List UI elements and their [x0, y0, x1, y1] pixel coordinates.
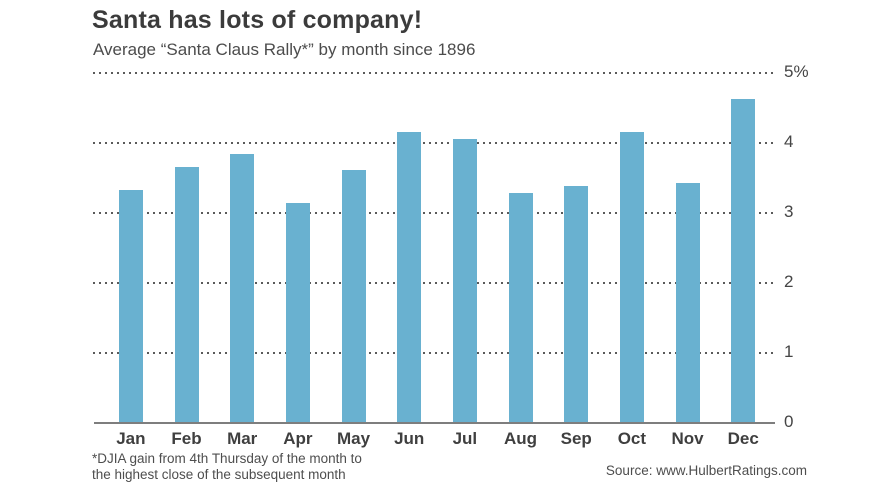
bar-cell-mar	[214, 72, 270, 423]
chart-subtitle: Average “Santa Claus Rally*” by month si…	[93, 40, 476, 59]
footnote-line-1: *DJIA gain from 4th Thursday of the mont…	[92, 451, 362, 466]
y-tick-0: 0	[784, 412, 794, 431]
bar-cell-oct	[604, 72, 660, 423]
gridline-3	[93, 212, 775, 214]
x-tick-may: May	[336, 429, 371, 448]
bar-cell-dec	[715, 72, 771, 423]
bar-cell-jan	[103, 72, 159, 423]
x-tick-nov: Nov	[671, 429, 704, 448]
bar-jun	[397, 132, 422, 423]
plot-area	[93, 72, 775, 424]
source-credit: Source: www.HulbertRatings.com	[605, 463, 807, 478]
bar-may	[341, 169, 366, 423]
bar-oct	[619, 132, 644, 423]
x-tick-dec: Dec	[727, 429, 759, 448]
x-tick-jul: Jul	[452, 429, 478, 448]
bar-aug	[508, 192, 533, 423]
bar-jan	[118, 189, 143, 423]
x-axis-labels: Jan Feb Mar Apr May Jun Jul Aug Sep Oct Nov Dec	[103, 429, 771, 449]
gridline-2	[93, 282, 775, 284]
gridline-5	[93, 72, 775, 74]
bar-mar	[230, 154, 255, 423]
gridline-1	[93, 352, 775, 354]
y-tick-1: 1	[784, 342, 794, 361]
x-tick-jun: Jun	[394, 429, 425, 448]
bar-feb	[174, 166, 199, 423]
bar-apr	[285, 202, 310, 423]
y-tick-5: 5%	[784, 62, 809, 81]
x-tick-aug: Aug	[504, 429, 538, 448]
bar-cell-apr	[270, 72, 326, 423]
footnote-line-2: the highest close of the subsequent mont…	[92, 466, 346, 482]
bar-cell-sep	[548, 72, 604, 423]
bar-series	[103, 72, 771, 423]
bar-cell-jul	[437, 72, 493, 423]
bar-cell-aug	[493, 72, 549, 423]
bar-sep	[564, 185, 589, 423]
chart-footnote: *DJIA gain from 4th Thursday of the mont…	[92, 451, 362, 482]
x-axis-line	[94, 422, 775, 424]
bar-jul	[452, 139, 477, 423]
bar-cell-may	[326, 72, 382, 423]
x-tick-jan: Jan	[116, 429, 146, 448]
x-tick-feb: Feb	[171, 429, 202, 448]
bar-cell-jun	[381, 72, 437, 423]
y-tick-2: 2	[784, 272, 794, 291]
bar-dec	[731, 99, 756, 423]
gridline-4	[93, 142, 775, 144]
x-tick-sep: Sep	[560, 429, 592, 448]
x-tick-oct: Oct	[617, 429, 647, 448]
bar-cell-feb	[159, 72, 215, 423]
x-tick-apr: Apr	[283, 429, 313, 448]
bar-cell-nov	[660, 72, 716, 423]
bar-nov	[675, 182, 700, 423]
y-tick-3: 3	[784, 202, 794, 221]
chart-title: Santa has lots of company!	[92, 6, 423, 34]
x-tick-mar: Mar	[227, 429, 258, 448]
y-tick-4: 4	[784, 132, 794, 151]
